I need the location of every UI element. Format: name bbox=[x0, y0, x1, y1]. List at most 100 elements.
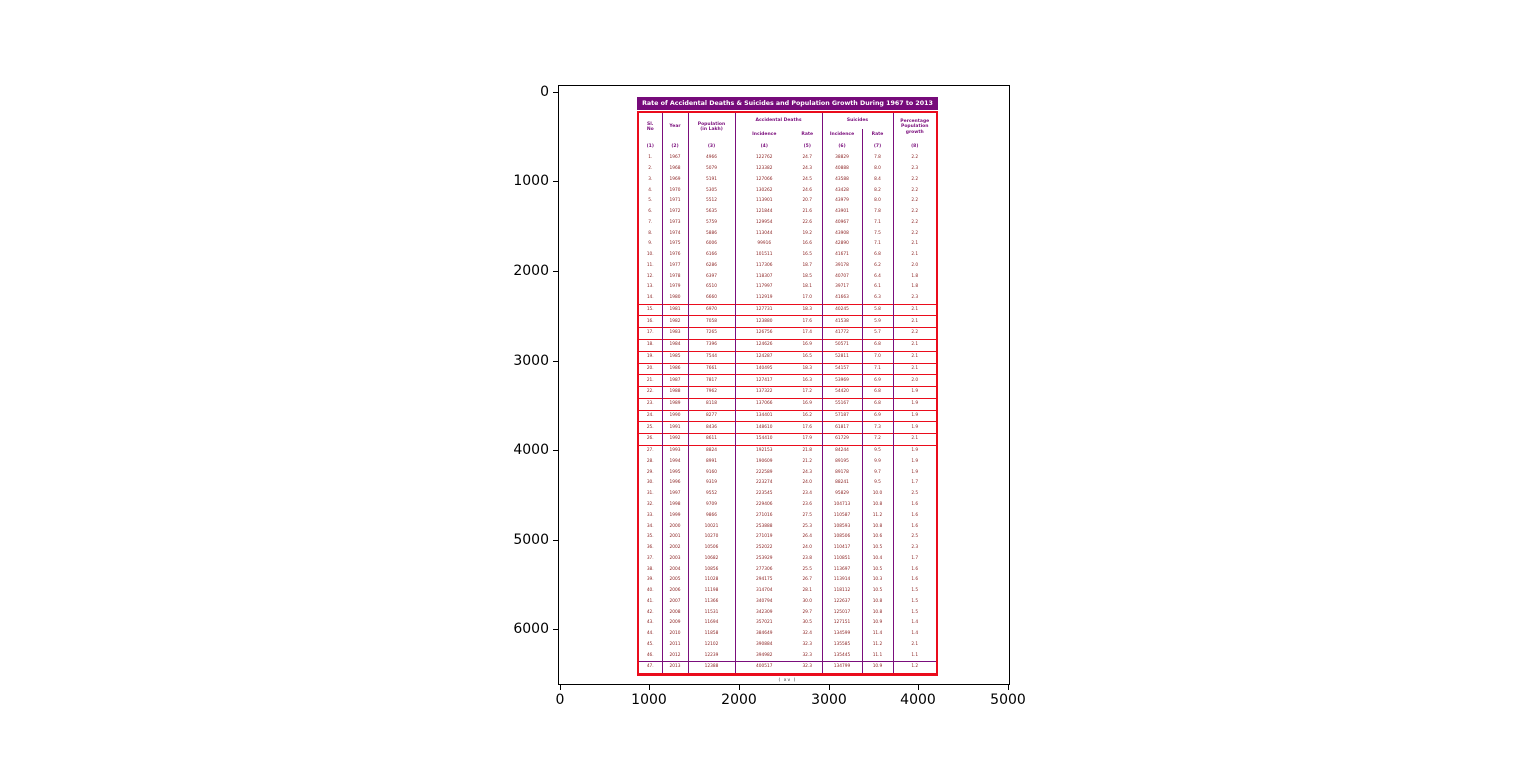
table-cell: 16. bbox=[639, 315, 662, 328]
table-cell: 7058 bbox=[687, 315, 735, 328]
table-cell: 24.3 bbox=[802, 469, 813, 475]
table-cell: 28.1 bbox=[802, 588, 813, 594]
table-cell: 10021 bbox=[687, 521, 735, 533]
table-cell: 10.9 bbox=[861, 661, 893, 673]
table-row: 40. 2006 11198 314704 28.1 118112 10.5 1.5 bbox=[639, 585, 936, 597]
table-cell: 6.1 bbox=[861, 282, 893, 293]
table-row: 11. 1977 6286 117306 18.7 39178 6.2 2.0 bbox=[639, 260, 936, 272]
table-cell: 95829 bbox=[821, 488, 862, 500]
table-cell: 22.6 bbox=[802, 219, 813, 225]
table-cell: 12239 bbox=[687, 650, 735, 662]
table-cell: 7.1 bbox=[861, 239, 893, 250]
table-cell: 10.3 bbox=[861, 575, 893, 586]
table-cell: 11028 bbox=[687, 575, 735, 586]
table-cell: 1975 bbox=[661, 239, 688, 250]
table-cell: 1.6 bbox=[892, 564, 936, 576]
table-cell: 38. bbox=[646, 566, 654, 572]
table-cell: 18.7 bbox=[802, 262, 813, 268]
table-cell: 1997 bbox=[661, 488, 688, 500]
table-cell: 229406 bbox=[734, 499, 793, 511]
table-cell: 1970 bbox=[661, 185, 688, 197]
table-cell: 118307 bbox=[734, 271, 793, 283]
table-cell: 43588 bbox=[821, 174, 862, 186]
column-number-row: (1) (2) (3) (4) (5) (6) (7) (8) bbox=[639, 141, 936, 153]
table-cell: 1968 bbox=[661, 163, 688, 175]
table-cell: 135445 bbox=[821, 650, 862, 662]
table-cell: 5305 bbox=[687, 185, 735, 197]
table-cell: 29.7 bbox=[802, 609, 813, 615]
table-cell: 127151 bbox=[821, 618, 862, 629]
sub-header-ad-incidence: Incidence bbox=[734, 129, 793, 141]
table-cell: 6.4 bbox=[861, 271, 893, 283]
table-cell: 1972 bbox=[661, 206, 688, 218]
column-number: (5) bbox=[803, 144, 811, 150]
table-cell: 277306 bbox=[734, 564, 793, 576]
table-cell: 2.1 bbox=[892, 303, 936, 316]
table-cell: 10270 bbox=[687, 532, 735, 543]
table-cell: 8.0 bbox=[861, 163, 893, 175]
table-cell: 23.6 bbox=[802, 501, 813, 507]
table-cell: 1971 bbox=[661, 196, 688, 207]
table-cell: 10. bbox=[646, 252, 654, 258]
table-cell: 9.7 bbox=[861, 467, 893, 479]
table-cell: 2.2 bbox=[892, 217, 936, 229]
table-cell: 50571 bbox=[821, 339, 862, 352]
table-cell: 37. bbox=[646, 555, 654, 561]
x-tick-mark bbox=[829, 685, 830, 690]
table-row: 17. 1983 7265 126756 17.4 41772 5.7 2.2 bbox=[639, 327, 936, 340]
table-cell: 130262 bbox=[734, 185, 793, 197]
table-cell: 9.9 bbox=[861, 456, 893, 468]
table-cell: 2007 bbox=[661, 596, 688, 608]
table-cell: 1983 bbox=[661, 327, 688, 340]
table-cell: 10.5 bbox=[861, 585, 893, 597]
table-cell: 32.4 bbox=[802, 631, 813, 637]
table-cell: 55167 bbox=[821, 397, 862, 411]
table-cell: 6.8 bbox=[861, 339, 893, 352]
table-cell: 1.6 bbox=[892, 521, 936, 533]
table-cell: 113044 bbox=[734, 228, 793, 240]
table-row: 20. 1986 7661 140495 18.3 54157 7.1 2.1 bbox=[639, 362, 936, 375]
table-cell: 1.9 bbox=[892, 397, 936, 411]
table-cell: 1.9 bbox=[892, 444, 936, 457]
table-cell: 26. bbox=[639, 433, 662, 446]
table-row: 28. 1994 8991 190609 21.2 89195 9.9 1.9 bbox=[639, 456, 936, 468]
table-cell: 16.3 bbox=[793, 374, 822, 387]
table-cell: 25.5 bbox=[802, 566, 813, 572]
table-cell: 271019 bbox=[734, 532, 793, 543]
table-cell: 17. bbox=[639, 327, 662, 340]
table-cell: 5.7 bbox=[861, 327, 893, 340]
table-cell: 6.9 bbox=[861, 409, 893, 422]
table-cell: 124287 bbox=[734, 350, 793, 364]
table-cell: 11858 bbox=[687, 628, 735, 640]
table-cell: 45. bbox=[646, 641, 654, 647]
table-cell: 127417 bbox=[734, 374, 793, 387]
table-cell: 108506 bbox=[821, 532, 862, 543]
table-cell: 127731 bbox=[734, 303, 793, 316]
table-cell: 1.5 bbox=[892, 585, 936, 597]
table-cell: 2.2 bbox=[892, 228, 936, 240]
table-cell: 43908 bbox=[821, 228, 862, 240]
table-cell: 6.8 bbox=[861, 397, 893, 411]
table-cell: 5635 bbox=[687, 206, 735, 218]
table-cell: 16.5 bbox=[802, 252, 813, 258]
table-cell: 129954 bbox=[734, 217, 793, 229]
table-cell: 11531 bbox=[687, 607, 735, 619]
table-cell: 6397 bbox=[687, 271, 735, 283]
col-header-sl-no: Sl. No bbox=[646, 121, 654, 132]
table-cell: 7.2 bbox=[861, 433, 893, 446]
table-cell: 137322 bbox=[734, 386, 793, 399]
table-cell: 9.5 bbox=[861, 478, 893, 489]
table-cell: 2.5 bbox=[892, 488, 936, 500]
sub-header-ad-rate: Rate bbox=[801, 132, 814, 138]
table-cell: 10.9 bbox=[861, 618, 893, 629]
table-cell: 253929 bbox=[734, 553, 793, 565]
table-cell: 1987 bbox=[661, 374, 688, 387]
table-cell: 10.5 bbox=[861, 542, 893, 554]
table-cell: 2001 bbox=[661, 532, 688, 543]
table-cell: 1969 bbox=[661, 174, 688, 186]
y-tick-label: 0 bbox=[540, 84, 549, 100]
table-cell: 340794 bbox=[734, 596, 793, 608]
table-cell: 88241 bbox=[821, 478, 862, 489]
table-cell: 5079 bbox=[687, 163, 735, 175]
table-cell: 30.5 bbox=[802, 620, 813, 626]
